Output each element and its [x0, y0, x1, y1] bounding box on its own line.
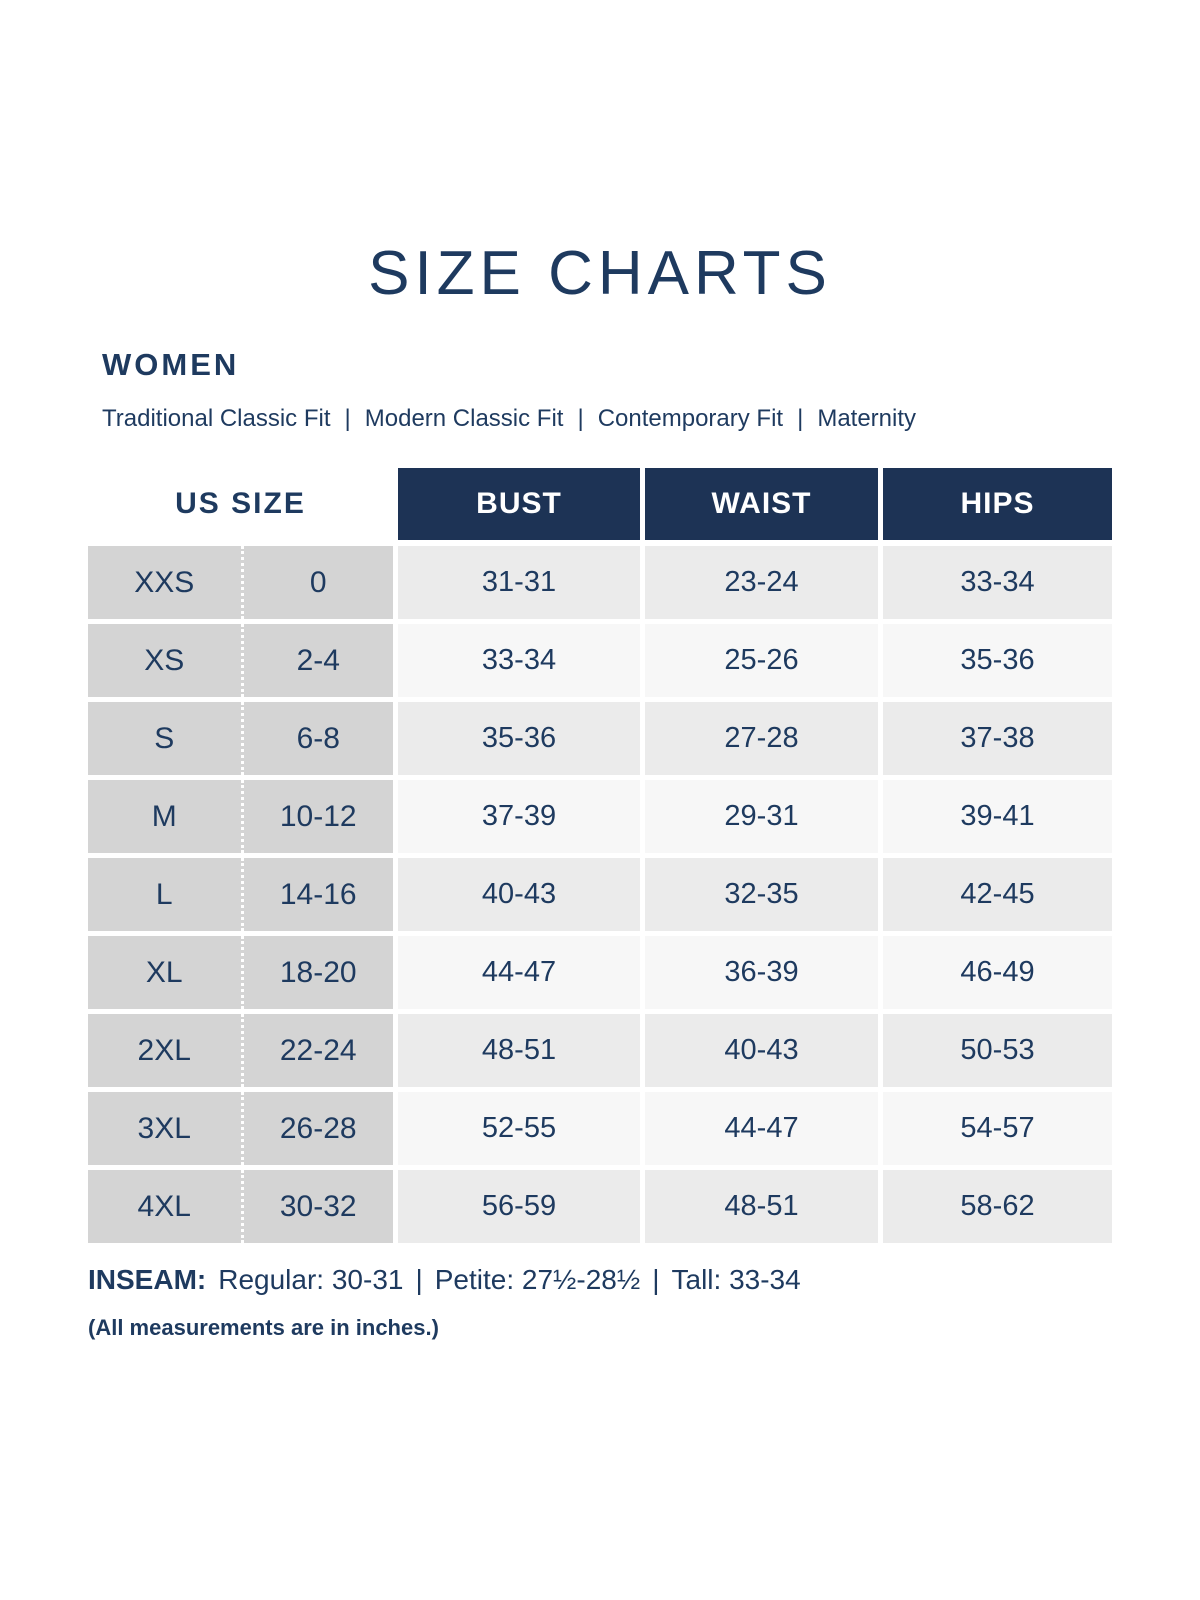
table-row-size-cell: 3XL 26-28 — [88, 1092, 394, 1166]
column-header-bust: BUST — [398, 468, 640, 541]
fit-separator: | — [344, 405, 351, 432]
hips-value: 37-38 — [883, 702, 1112, 776]
waist-value: 44-47 — [645, 1092, 878, 1166]
hips-value: 42-45 — [883, 858, 1112, 932]
inseam-tall: Tall: 33-34 — [671, 1264, 801, 1296]
hips-value: 58-62 — [883, 1170, 1112, 1244]
hips-value: 54-57 — [883, 1092, 1112, 1166]
fit-type: Maternity — [817, 405, 917, 432]
section-heading-women: WOMEN — [102, 347, 240, 382]
waist-value: 40-43 — [645, 1014, 878, 1088]
size-label: S — [154, 721, 175, 755]
table-row-size-cell: L 14-16 — [88, 858, 394, 932]
size-label: 4XL — [137, 1189, 191, 1223]
inseam-regular: Regular: 30-31 — [218, 1264, 404, 1296]
table-row-size-cell: XS 2-4 — [88, 624, 394, 698]
size-label: XL — [145, 955, 183, 989]
us-size-value: 26-28 — [240, 1092, 394, 1166]
size-label: XXS — [134, 565, 195, 599]
us-size-value: 18-20 — [240, 936, 394, 1010]
waist-value: 25-26 — [645, 624, 878, 698]
measurements-note: (All measurements are in inches.) — [88, 1314, 439, 1340]
waist-value: 32-35 — [645, 858, 878, 932]
size-label: L — [155, 877, 173, 911]
us-size-value: 6-8 — [240, 702, 394, 776]
hips-value: 46-49 — [883, 936, 1112, 1010]
us-size-value: 2-4 — [240, 624, 394, 698]
fit-type: Traditional Classic Fit — [102, 405, 331, 432]
column-header-us-size: US SIZE — [88, 468, 393, 541]
us-size-value: 0 — [240, 546, 394, 620]
size-label: M — [151, 799, 177, 833]
bust-value: 52-55 — [398, 1092, 640, 1166]
table-row-size-cell: 4XL 30-32 — [88, 1170, 394, 1244]
table-row-size-cell: XL 18-20 — [88, 936, 394, 1010]
table-row-size-cell: M 10-12 — [88, 780, 394, 854]
bust-value: 44-47 — [398, 936, 640, 1010]
us-size-value: 14-16 — [240, 858, 394, 932]
fit-type: Contemporary Fit — [597, 405, 784, 432]
bust-value: 48-51 — [398, 1014, 640, 1088]
us-size-value: 22-24 — [240, 1014, 394, 1088]
fit-types-line: Traditional Classic Fit | Modern Classic F… — [102, 405, 1200, 432]
fit-type: Modern Classic Fit — [364, 405, 564, 432]
waist-value: 48-51 — [645, 1170, 878, 1244]
table-row-size-cell: XXS 0 — [88, 546, 394, 620]
inseam-petite: Petite: 27½-28½ — [434, 1264, 641, 1296]
waist-value: 23-24 — [645, 546, 878, 620]
size-chart-table: US SIZE BUST WAIST HIPS XXS 0 31-31 23-2… — [88, 468, 1112, 1244]
waist-value: 29-31 — [645, 780, 878, 854]
table-row-size-cell: S 6-8 — [88, 702, 394, 776]
bust-value: 40-43 — [398, 858, 640, 932]
hips-value: 35-36 — [883, 624, 1112, 698]
bust-value: 56-59 — [398, 1170, 640, 1244]
hips-value: 50-53 — [883, 1014, 1112, 1088]
inseam-label: INSEAM: — [88, 1264, 207, 1296]
column-header-hips: HIPS — [883, 468, 1112, 541]
size-label: 2XL — [137, 1033, 191, 1067]
page-title: SIZE CHARTS — [368, 239, 832, 308]
column-header-waist: WAIST — [645, 468, 878, 541]
hips-value: 39-41 — [883, 780, 1112, 854]
size-label: XS — [144, 643, 185, 677]
hips-value: 33-34 — [883, 546, 1112, 620]
inseam-line: INSEAM: Regular: 30-31 | Petite: 27½-28½ | Ta… — [88, 1263, 1200, 1297]
us-size-value: 30-32 — [240, 1170, 394, 1244]
table-row-size-cell: 2XL 22-24 — [88, 1014, 394, 1088]
bust-value: 35-36 — [398, 702, 640, 776]
bust-value: 31-31 — [398, 546, 640, 620]
bust-value: 37-39 — [398, 780, 640, 854]
inseam-separator: | — [652, 1264, 660, 1296]
bust-value: 33-34 — [398, 624, 640, 698]
size-label: 3XL — [137, 1111, 191, 1145]
fit-separator: | — [577, 405, 584, 432]
waist-value: 36-39 — [645, 936, 878, 1010]
us-size-value: 10-12 — [240, 780, 394, 854]
fit-separator: | — [797, 405, 804, 432]
waist-value: 27-28 — [645, 702, 878, 776]
inseam-separator: | — [415, 1264, 423, 1296]
